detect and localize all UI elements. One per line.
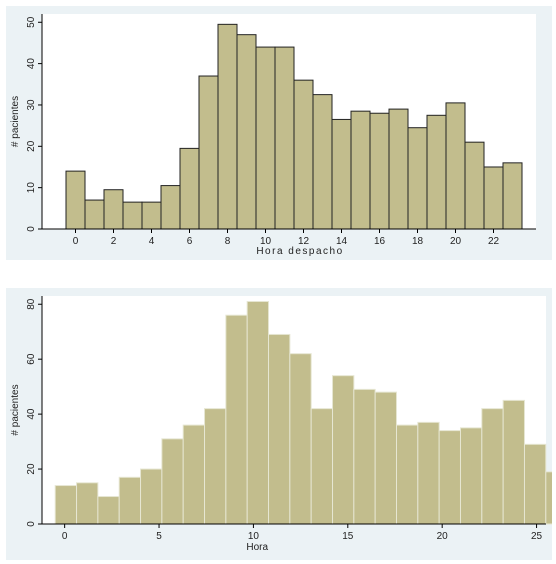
x-tick-label: 20 [450, 236, 462, 247]
y-tick-label: 0 [26, 226, 37, 232]
y-tick-label: 60 [26, 353, 37, 365]
bar-bin-0 [54, 485, 78, 525]
histogram-hora-despacho-plot: 0 10 20 30 40 50 0 2 4 6 8 10 12 14 16 18 20 22 Hora despa… [10, 14, 536, 257]
y-tick-label: 40 [26, 58, 37, 70]
bar-hour-21 [464, 141, 485, 230]
bar-bin-7 [204, 408, 227, 525]
bar-hour-14 [331, 118, 352, 230]
x-tick-label: 12 [298, 236, 310, 247]
bar-hour-15 [350, 110, 371, 230]
histogram-hora-plot: 0 20 40 60 80 0 5 10 15 20 25 Hora # pacientes [10, 296, 552, 553]
x-tick-label: 5 [156, 531, 162, 542]
x-tick-label: 25 [531, 531, 543, 542]
histogram-hora-despacho: 0 10 20 30 40 50 0 2 4 6 8 10 12 14 16 18 20 22 Hora despa… [6, 6, 552, 260]
bar-hour-3 [122, 201, 143, 230]
bar-hour-6 [179, 147, 200, 230]
y-tick-label: 40 [26, 408, 37, 420]
y-tick-label: 0 [26, 521, 37, 527]
bar-bin-4 [140, 468, 163, 525]
bar-hour-12 [293, 79, 314, 230]
bar-bin-20 [481, 408, 504, 525]
x-tick-label: 4 [149, 236, 155, 247]
bar-hour-16 [369, 112, 390, 230]
y-tick-label: 80 [26, 298, 37, 310]
bar-hour-9 [236, 34, 257, 230]
bar-bin-13 [332, 375, 355, 525]
bar-bin-22 [523, 443, 547, 525]
bar-hour-23 [502, 162, 523, 230]
y-tick-label: 50 [26, 16, 37, 28]
bar-bin-21 [502, 399, 525, 525]
bar-bin-11 [289, 353, 312, 525]
x-tick-label: 10 [260, 236, 272, 247]
bar-hour-1 [84, 199, 105, 230]
bar-bin-15 [374, 391, 397, 525]
bar-bin-19 [459, 427, 483, 525]
x-tick-label: 2 [111, 236, 117, 247]
x-tick-label: 8 [225, 236, 231, 247]
x-tick-label: 14 [336, 236, 348, 247]
x-tick-label: 20 [437, 531, 449, 542]
bar-bin-3 [118, 476, 142, 525]
y-tick-label: 10 [26, 182, 37, 194]
x-tick-label: 0 [73, 236, 79, 247]
bar-bin-2 [97, 496, 120, 525]
y-axis-title: # pacientes [10, 96, 21, 147]
bar-bin-18 [438, 430, 461, 525]
bar-bin-8 [225, 314, 248, 525]
bar-hour-20 [445, 102, 466, 230]
x-axis-title: Hora despacho [256, 246, 343, 257]
y-tick-label: 30 [26, 99, 37, 111]
bar-hour-19 [426, 114, 447, 230]
bar-bin-16 [395, 424, 419, 525]
y-axis-title: # pacientes [10, 384, 21, 435]
x-tick-label: 18 [412, 236, 424, 247]
bar-hour-17 [388, 108, 409, 230]
bar-hour-0 [65, 170, 86, 230]
bar-hour-8 [217, 23, 238, 230]
bar-bin-12 [310, 408, 334, 525]
x-tick-label: 22 [488, 236, 500, 247]
x-tick-label: 10 [248, 531, 260, 542]
bar-hour-18 [407, 127, 428, 230]
bar-hour-10 [255, 46, 276, 230]
bar-bin-17 [417, 421, 440, 525]
x-tick-label: 6 [187, 236, 193, 247]
bar-hour-13 [312, 94, 333, 230]
bar-bin-5 [161, 438, 184, 525]
bar-bin-23 [545, 471, 552, 525]
bar-hour-22 [483, 166, 504, 230]
bar-bin-9 [246, 300, 270, 525]
y-tick-label: 20 [26, 140, 37, 152]
bar-bin-10 [268, 333, 291, 525]
bar-bin-6 [182, 424, 206, 525]
x-tick-label: 16 [374, 236, 386, 247]
y-tick-label: 20 [26, 463, 37, 475]
bar-bin-1 [76, 482, 99, 525]
x-axis-title: Hora [246, 542, 268, 553]
bar-hour-5 [160, 185, 181, 230]
histogram-hora: 0 20 40 60 80 0 5 10 15 20 25 Hora # pacientes [6, 288, 552, 560]
bar-hour-11 [274, 46, 295, 230]
bar-hour-7 [198, 75, 219, 230]
bar-hour-4 [141, 201, 162, 230]
bar-hour-2 [103, 189, 124, 230]
x-tick-label: 0 [62, 531, 68, 542]
bar-bin-14 [353, 388, 376, 525]
x-tick-label: 15 [342, 531, 354, 542]
